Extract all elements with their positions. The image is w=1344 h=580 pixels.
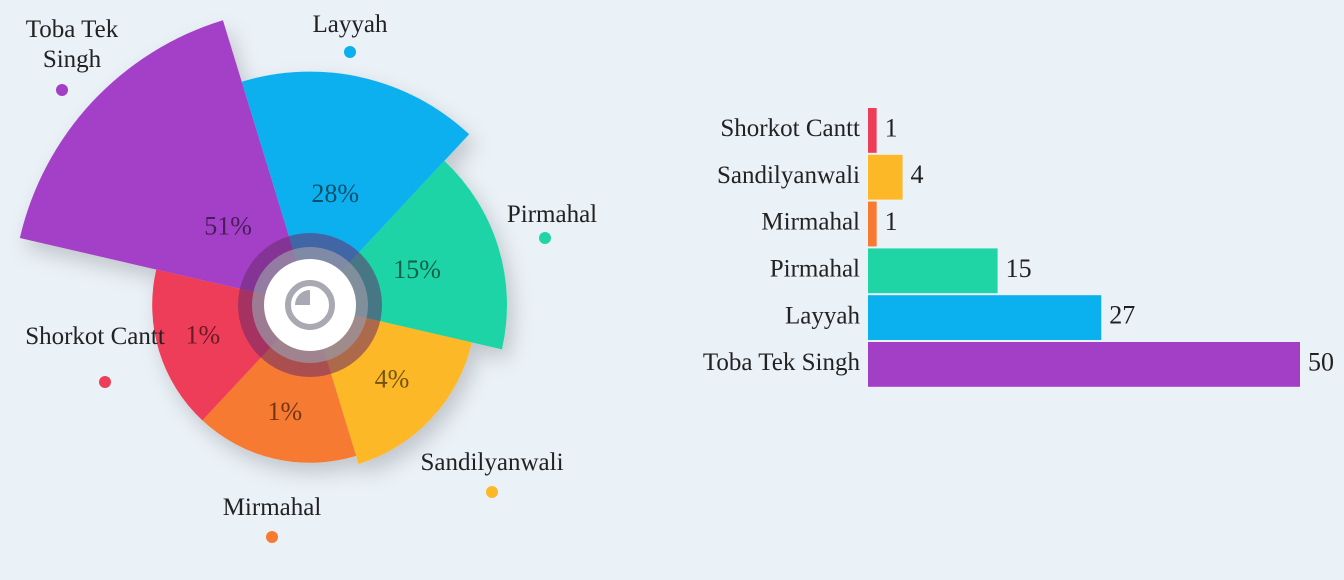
y-tick-label: Toba Tek Singh	[703, 349, 861, 376]
value-label: 1	[885, 113, 898, 142]
category-label: Toba Tek Singh	[25, 16, 119, 73]
bar	[868, 248, 998, 294]
rose-chart	[19, 20, 507, 464]
value-label: 27	[1109, 301, 1135, 330]
category-label: Shorkot Cantt	[25, 323, 165, 350]
value-label: 15	[1006, 254, 1032, 283]
percent-label: 51%	[204, 212, 252, 241]
y-tick-label: Shorkot Cantt	[720, 115, 860, 142]
value-label: 50	[1308, 347, 1334, 376]
y-tick-label: Sandilyanwali	[717, 162, 860, 189]
category-label: Layyah	[312, 11, 388, 38]
bar-chart: Shorkot Cantt 1 Sandilyanwali 4 Mirmahal 1 Pir…	[703, 108, 1334, 387]
category-label: Mirmahal	[222, 494, 322, 521]
hub-icon	[285, 280, 335, 330]
category-label: Pirmahal	[506, 201, 598, 228]
value-label: 4	[911, 160, 924, 189]
rose-segment	[19, 20, 311, 306]
value-label: 1	[885, 207, 898, 236]
bar	[868, 108, 877, 153]
center-hub	[238, 233, 382, 377]
percent-label: 1%	[186, 321, 221, 350]
y-tick-label: Layyah	[785, 302, 860, 329]
bar	[868, 154, 903, 200]
percent-label: 28%	[311, 179, 359, 208]
percent-label: 15%	[393, 255, 441, 284]
bar	[868, 342, 1300, 387]
category-label: Sandilyanwali	[420, 449, 564, 476]
legend-dot	[539, 232, 551, 244]
legend-dot	[486, 486, 498, 498]
y-tick-label: Pirmahal	[770, 256, 860, 283]
percent-label: 4%	[375, 364, 410, 393]
y-tick-label: Mirmahal	[761, 209, 860, 236]
hub-icon-hand	[295, 290, 310, 305]
bar	[868, 201, 877, 247]
legend-dot	[56, 84, 68, 96]
legend-dot	[344, 46, 356, 58]
pie-labels: 51% 28% 15% 4% 1% 1%	[56, 46, 551, 543]
legend-dot	[99, 376, 111, 388]
legend-dot	[266, 531, 278, 543]
percent-label: 1%	[267, 397, 302, 426]
bar	[868, 295, 1102, 340]
